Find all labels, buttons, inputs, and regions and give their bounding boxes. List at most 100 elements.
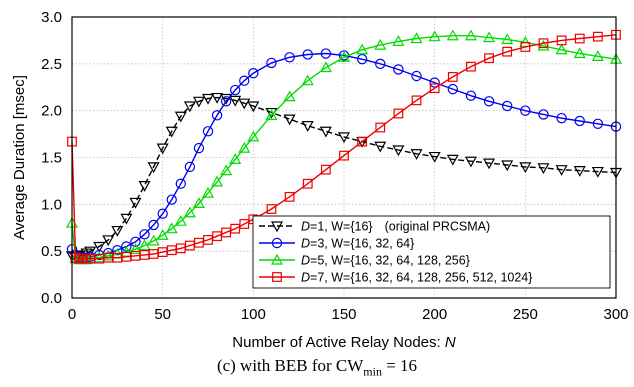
data-point xyxy=(247,130,260,142)
data-point xyxy=(483,158,496,170)
data-point xyxy=(247,101,260,113)
data-point xyxy=(573,166,586,177)
data-point xyxy=(248,67,259,79)
data-point xyxy=(121,241,132,252)
data-point xyxy=(410,149,423,160)
data-point xyxy=(166,194,177,205)
legend-marker xyxy=(270,253,284,265)
data-point xyxy=(174,111,187,123)
legend-label-value: =5, W={16, 32, 64, 128, 256} xyxy=(310,254,470,268)
data-point xyxy=(520,105,531,116)
data-point xyxy=(375,58,386,70)
data-point xyxy=(284,52,295,63)
data-point xyxy=(356,53,368,65)
y-axis-label: Average Duration [msec] xyxy=(11,75,28,240)
data-point xyxy=(483,96,495,107)
data-point xyxy=(211,110,223,121)
data-point xyxy=(112,245,123,256)
data-point xyxy=(139,229,150,240)
data-point xyxy=(573,47,586,59)
data-point xyxy=(519,162,532,174)
legend-marker xyxy=(270,221,284,233)
data-point xyxy=(591,50,604,61)
data-point xyxy=(84,246,97,258)
data-point xyxy=(184,161,196,173)
x-axis-label-text: Number of Active Relay Nodes: xyxy=(232,334,440,351)
y-tick-label: 1.0 xyxy=(41,196,62,213)
caption-tail: = 16 xyxy=(381,356,418,375)
legend-label: D=5, W={16, 32, 64, 128, 256} xyxy=(301,254,470,268)
data-point xyxy=(201,93,215,105)
data-point xyxy=(555,43,568,55)
legend-label: D=7, W={16, 32, 64, 128, 256, 512, 1024} xyxy=(301,271,532,285)
data-point xyxy=(174,214,187,226)
data-point xyxy=(374,38,387,50)
legend-marker xyxy=(272,272,282,282)
legend-item: D=3, W={16, 32, 64} xyxy=(259,237,414,251)
x-tick-label: 300 xyxy=(603,306,628,323)
data-point xyxy=(574,33,585,44)
legend-box xyxy=(252,215,611,289)
x-tick-label: 200 xyxy=(422,306,447,323)
data-point xyxy=(466,61,476,72)
data-point xyxy=(129,197,142,209)
plot-frame xyxy=(71,16,617,299)
data-point xyxy=(302,178,313,189)
data-point xyxy=(319,126,332,138)
data-point xyxy=(356,43,369,55)
x-tick-label: 150 xyxy=(331,306,356,323)
data-point xyxy=(464,156,477,168)
caption-subscript: min xyxy=(363,364,382,379)
data-point xyxy=(302,49,313,60)
legend-label: D=3, W={16, 32, 64} xyxy=(301,237,414,251)
data-point xyxy=(238,98,251,110)
y-tick-label: 1.5 xyxy=(41,150,62,167)
data-point xyxy=(501,33,514,45)
legend-label: D=1, W={16} (original PRCSMA) xyxy=(301,220,490,234)
data-point xyxy=(446,154,459,166)
data-point xyxy=(138,181,151,192)
data-point xyxy=(183,101,196,113)
data-point xyxy=(446,29,459,41)
data-point xyxy=(501,160,514,172)
data-point xyxy=(465,90,477,101)
legend: D=1, W={16} (original PRCSMA) D=3, W={16, … xyxy=(252,215,611,289)
data-point xyxy=(592,118,604,129)
data-point xyxy=(393,108,404,119)
data-point xyxy=(175,178,186,189)
data-point xyxy=(538,38,549,49)
data-point xyxy=(337,51,351,62)
data-point xyxy=(229,153,242,164)
data-point xyxy=(211,175,224,187)
data-point xyxy=(411,95,422,106)
data-point xyxy=(265,109,278,120)
data-point xyxy=(102,235,115,247)
data-point xyxy=(283,114,296,126)
data-point xyxy=(537,163,550,175)
data-point xyxy=(319,61,332,73)
data-point xyxy=(502,100,513,112)
data-point xyxy=(556,35,567,46)
figure-caption: (c) with BEB for CWmin = 16 xyxy=(0,356,634,379)
legend-item: D=7, W={16, 32, 64, 128, 256, 512, 1024} xyxy=(259,271,532,285)
data-point xyxy=(428,30,441,42)
data-point xyxy=(447,83,458,95)
data-point xyxy=(357,136,368,147)
legend-label-prefix: D xyxy=(301,237,310,251)
data-point xyxy=(147,162,160,174)
legend-label-value: =1, W={16} xyxy=(310,220,373,234)
data-point xyxy=(111,225,124,237)
data-point xyxy=(502,46,513,57)
data-point xyxy=(156,229,169,240)
data-point xyxy=(266,57,277,69)
legend-label-value: =7, W={16, 32, 64, 128, 256, 512, 1024} xyxy=(310,271,532,285)
x-tick-label: 0 xyxy=(68,306,76,323)
data-point xyxy=(374,141,387,153)
data-point xyxy=(70,252,81,263)
data-point xyxy=(183,206,196,218)
legend-label-prefix: D xyxy=(301,254,310,268)
x-tick-label: 100 xyxy=(241,306,266,323)
data-point xyxy=(411,70,422,82)
data-point xyxy=(202,126,214,137)
data-point xyxy=(337,132,351,144)
